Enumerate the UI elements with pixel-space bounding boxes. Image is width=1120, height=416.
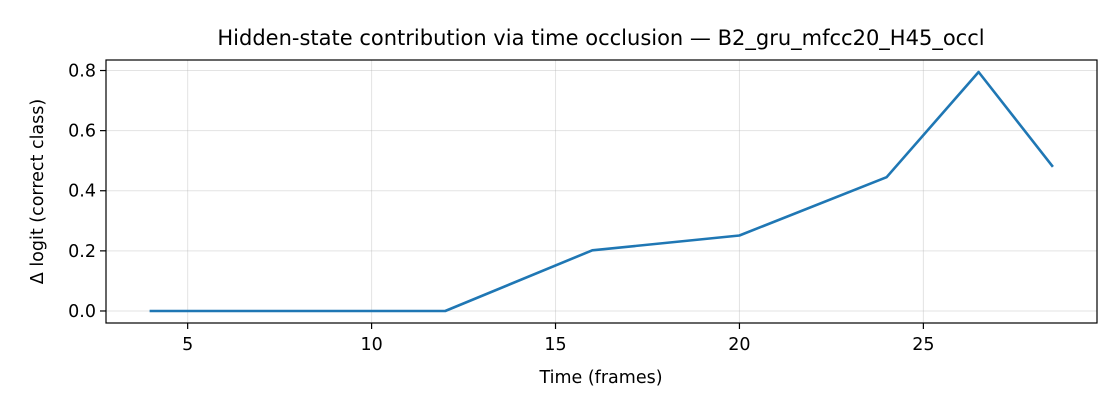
grid: [106, 60, 1097, 323]
x-axis: 5 10 15 20 25: [182, 323, 935, 355]
x-tick-label: 15: [544, 335, 566, 355]
x-axis-label: Time (frames): [538, 368, 662, 388]
series-layer: [149, 70, 1054, 313]
x-tick-label: 25: [912, 335, 934, 355]
y-tick-label: 0.2: [68, 242, 96, 262]
y-axis-label: Δ logit (correct class): [28, 99, 48, 284]
y-axis: 0.0 0.2 0.4 0.6 0.8: [68, 62, 106, 322]
chart-title: Hidden-state contribution via time occlu…: [217, 26, 984, 51]
y-tick-label: 0.6: [68, 122, 96, 142]
x-tick-label: 10: [360, 335, 382, 355]
x-tick-label: 20: [728, 335, 750, 355]
x-tick-label: 5: [182, 335, 193, 355]
y-tick-label: 0.0: [68, 302, 96, 322]
plot-frame: [105, 59, 1098, 324]
series-line: [149, 70, 1054, 313]
y-tick-label: 0.4: [68, 182, 96, 202]
y-tick-label: 0.8: [68, 62, 96, 82]
